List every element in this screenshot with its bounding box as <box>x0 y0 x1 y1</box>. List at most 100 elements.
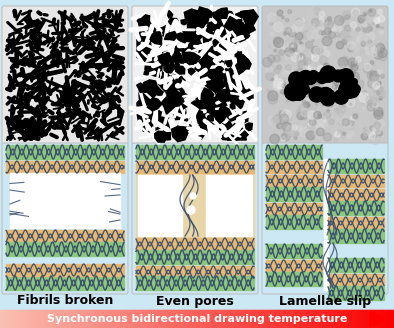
Polygon shape <box>201 88 212 104</box>
Bar <box>24 310 27 328</box>
Polygon shape <box>194 15 217 35</box>
Bar <box>89 310 92 328</box>
Circle shape <box>279 111 285 117</box>
Polygon shape <box>207 115 213 121</box>
Circle shape <box>368 40 372 44</box>
Circle shape <box>377 89 386 98</box>
Circle shape <box>370 126 374 131</box>
Bar <box>61 310 64 328</box>
Circle shape <box>323 120 325 123</box>
Circle shape <box>288 28 294 32</box>
Circle shape <box>341 79 350 88</box>
Polygon shape <box>158 53 169 65</box>
Circle shape <box>352 28 354 31</box>
Polygon shape <box>145 117 164 133</box>
Circle shape <box>372 22 375 25</box>
Bar <box>10 310 13 328</box>
Bar <box>116 310 119 328</box>
Bar <box>337 310 340 328</box>
Circle shape <box>335 132 340 137</box>
Polygon shape <box>178 54 188 69</box>
Circle shape <box>306 41 312 48</box>
Circle shape <box>337 130 341 134</box>
Circle shape <box>187 206 195 214</box>
Circle shape <box>377 81 381 85</box>
Polygon shape <box>234 21 241 30</box>
Bar <box>201 310 204 328</box>
Circle shape <box>370 43 373 46</box>
Circle shape <box>302 31 310 39</box>
Circle shape <box>305 73 316 84</box>
Bar <box>390 310 393 328</box>
Polygon shape <box>164 62 173 71</box>
Polygon shape <box>196 7 210 26</box>
Circle shape <box>361 17 370 26</box>
Circle shape <box>309 71 318 80</box>
Circle shape <box>309 85 314 91</box>
Circle shape <box>314 130 322 138</box>
Bar <box>35 310 39 328</box>
Bar <box>134 310 137 328</box>
Bar <box>162 310 165 328</box>
Bar <box>349 310 352 328</box>
Circle shape <box>316 103 318 106</box>
Circle shape <box>375 121 383 129</box>
Circle shape <box>266 66 272 72</box>
Polygon shape <box>168 61 173 68</box>
Circle shape <box>275 68 280 73</box>
Circle shape <box>297 61 299 63</box>
Circle shape <box>266 72 275 81</box>
Circle shape <box>325 125 327 127</box>
Circle shape <box>350 22 357 28</box>
Circle shape <box>323 133 331 141</box>
Circle shape <box>300 18 305 23</box>
Bar <box>181 310 184 328</box>
Circle shape <box>333 25 342 34</box>
FancyBboxPatch shape <box>2 143 128 294</box>
Bar <box>57 310 60 328</box>
Circle shape <box>378 48 387 58</box>
Polygon shape <box>214 11 229 29</box>
Bar <box>177 310 180 328</box>
Bar <box>53 310 56 328</box>
Bar <box>124 310 127 328</box>
FancyArrow shape <box>370 312 386 326</box>
Bar <box>280 310 283 328</box>
Polygon shape <box>199 44 215 63</box>
Bar <box>18 310 21 328</box>
Circle shape <box>291 53 300 62</box>
Circle shape <box>369 10 372 12</box>
Circle shape <box>363 11 367 15</box>
Circle shape <box>319 11 325 17</box>
Bar <box>311 310 314 328</box>
Polygon shape <box>212 47 232 67</box>
Bar <box>49 310 52 328</box>
Bar <box>26 310 29 328</box>
Circle shape <box>371 98 375 102</box>
Circle shape <box>302 63 307 68</box>
Circle shape <box>373 138 375 141</box>
Text: Synchronous bidirectional drawing temperature: Synchronous bidirectional drawing temper… <box>47 314 347 324</box>
Bar <box>179 310 182 328</box>
Bar <box>392 310 394 328</box>
Circle shape <box>349 72 359 82</box>
Circle shape <box>324 51 330 57</box>
Circle shape <box>365 47 368 50</box>
Circle shape <box>361 133 368 140</box>
Circle shape <box>342 132 346 135</box>
Circle shape <box>309 134 314 139</box>
Polygon shape <box>150 32 160 43</box>
Bar <box>148 310 151 328</box>
Circle shape <box>295 83 301 89</box>
Bar <box>351 310 354 328</box>
Circle shape <box>341 31 346 35</box>
Circle shape <box>372 63 375 66</box>
Circle shape <box>268 94 277 104</box>
Circle shape <box>329 79 333 82</box>
Circle shape <box>310 61 316 67</box>
Circle shape <box>303 93 310 100</box>
Polygon shape <box>218 75 223 80</box>
Polygon shape <box>236 16 253 39</box>
Circle shape <box>373 135 377 138</box>
Circle shape <box>375 19 379 23</box>
